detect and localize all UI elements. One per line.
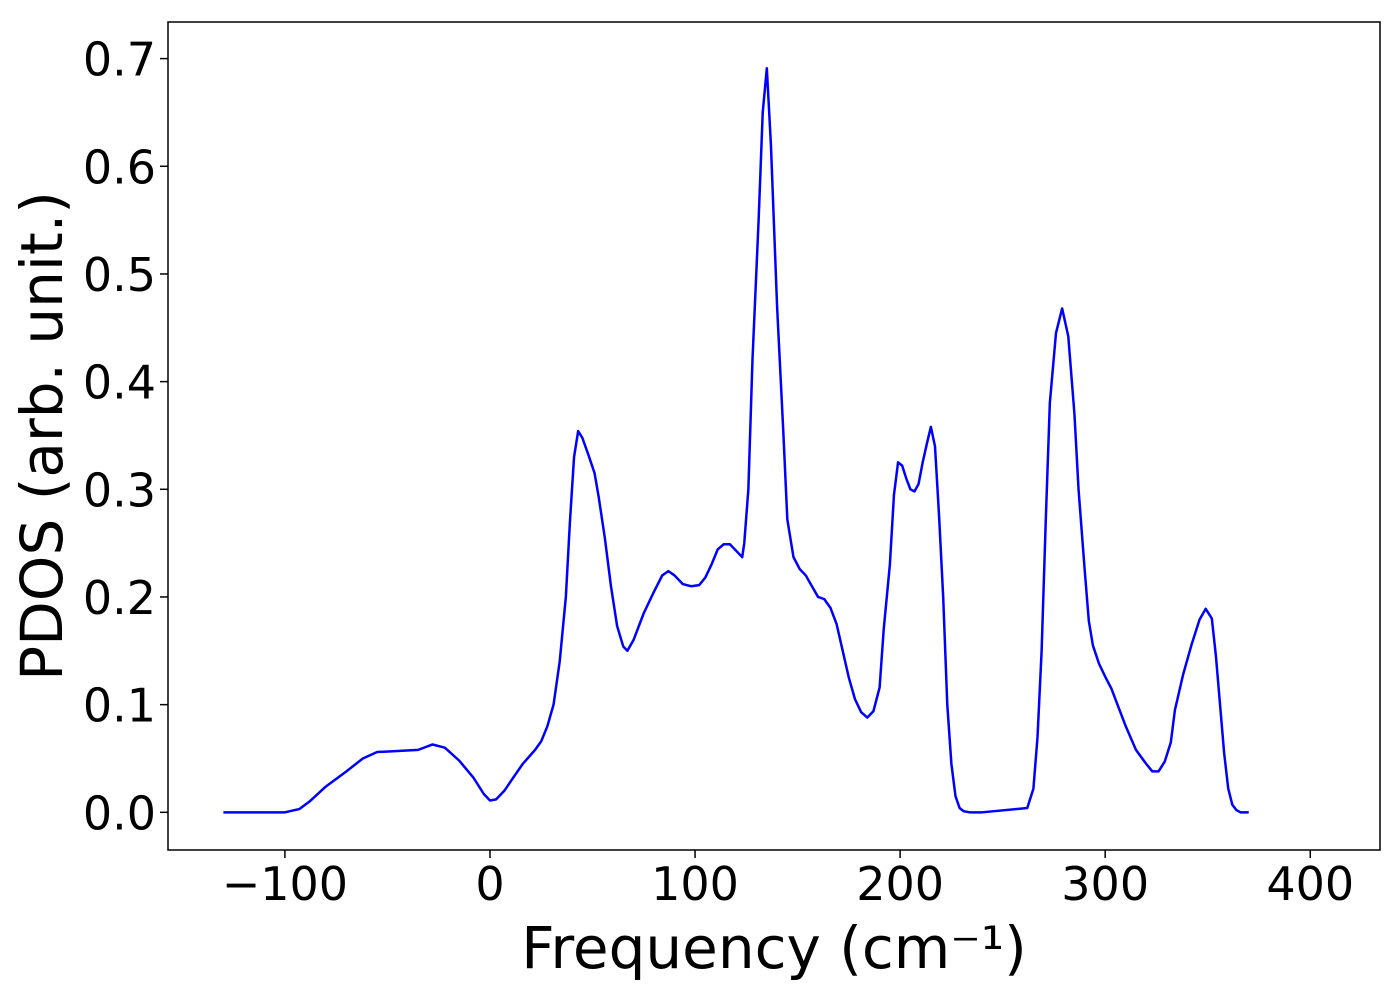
y-tick-label: 0.7 [83,33,156,87]
x-tick-label: 400 [1266,857,1354,911]
x-tick-label: 300 [1061,857,1149,911]
y-tick-label: 0.0 [83,786,156,840]
plot-frame [167,21,1381,851]
y-tick-label: 0.6 [83,140,156,194]
line [223,67,1249,814]
y-tick-label: 0.3 [83,463,156,517]
x-tick-label: 200 [856,857,944,911]
y-tick-label: 0.1 [83,679,156,733]
x-axis-label: Frequency (cm⁻¹) [521,914,1027,982]
y-tick-label: 0.5 [83,248,156,302]
y-axis-label: PDOS (arb. unit.) [8,191,76,681]
y-tick-label: 0.2 [83,571,156,625]
x-tick-label: 100 [651,857,739,911]
x-tick-label: −100 [222,857,348,911]
x-tick-label: 0 [475,857,504,911]
y-tick-label: 0.4 [83,356,156,410]
